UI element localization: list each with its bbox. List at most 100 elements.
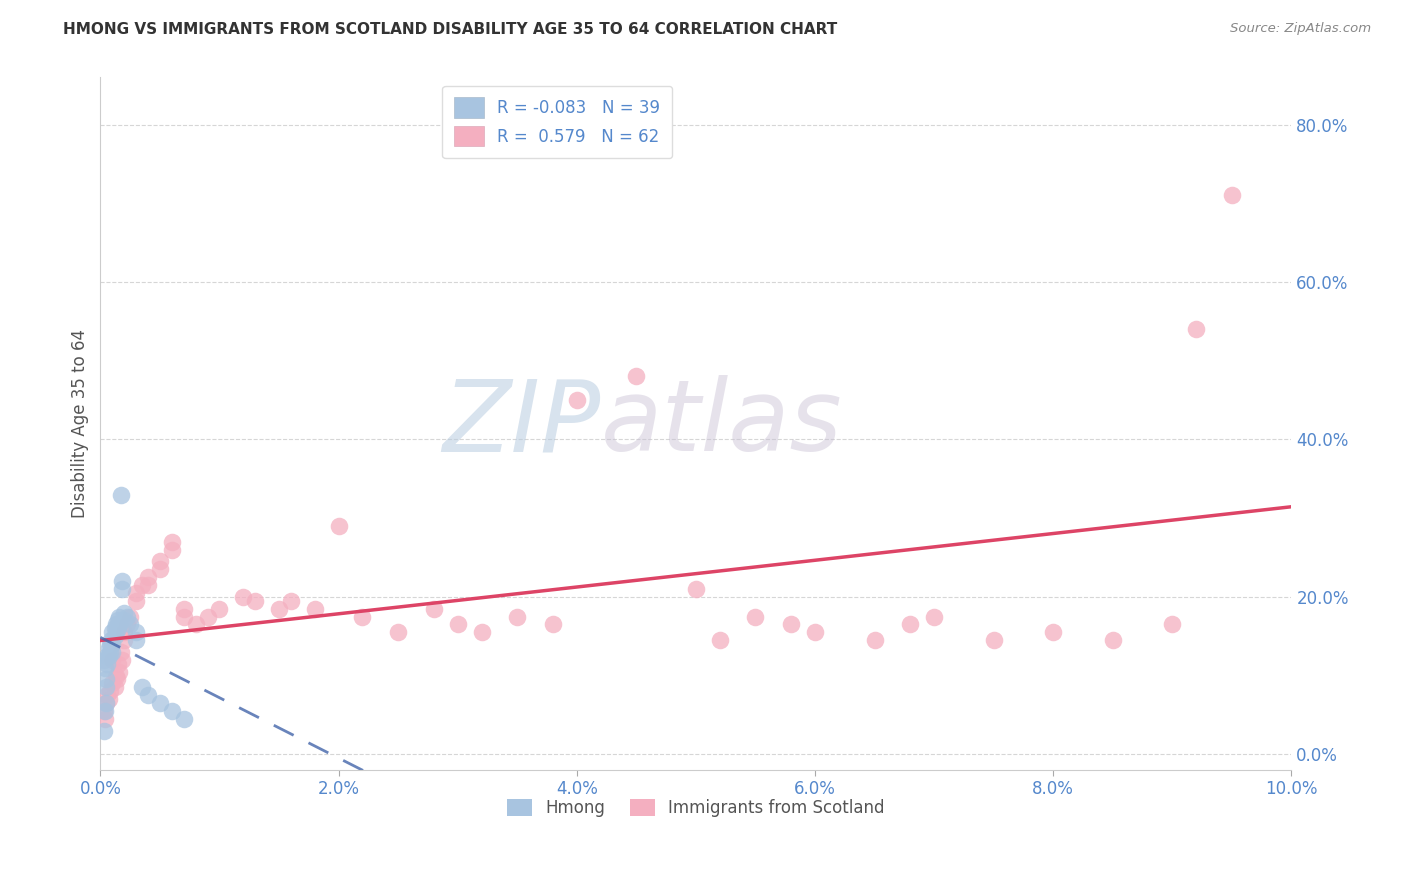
Point xyxy=(922,609,945,624)
Point xyxy=(173,712,195,726)
Point xyxy=(685,582,707,596)
Point xyxy=(110,645,132,659)
Point xyxy=(104,621,127,635)
Point xyxy=(96,688,118,702)
Point xyxy=(97,640,120,655)
Point xyxy=(1101,633,1123,648)
Point xyxy=(232,590,254,604)
Point xyxy=(565,393,588,408)
Point xyxy=(506,609,529,624)
Point xyxy=(328,519,350,533)
Point xyxy=(94,704,117,718)
Point xyxy=(160,704,183,718)
Point xyxy=(97,692,120,706)
Point xyxy=(104,681,127,695)
Point xyxy=(94,661,117,675)
Point xyxy=(96,681,118,695)
Point xyxy=(96,673,118,687)
Point xyxy=(447,617,470,632)
Point xyxy=(104,625,127,640)
Point xyxy=(387,625,409,640)
Point xyxy=(101,653,124,667)
Point xyxy=(112,614,135,628)
Point xyxy=(94,712,117,726)
Point xyxy=(112,606,135,620)
Point xyxy=(1185,322,1208,336)
Point xyxy=(112,633,135,648)
Point xyxy=(267,601,290,615)
Point xyxy=(107,657,129,671)
Point xyxy=(101,645,124,659)
Point xyxy=(184,617,207,632)
Point xyxy=(626,369,648,384)
Point xyxy=(107,621,129,635)
Point xyxy=(208,601,231,615)
Point xyxy=(744,609,766,624)
Point xyxy=(98,645,121,659)
Point xyxy=(804,625,827,640)
Point xyxy=(1042,625,1064,640)
Point xyxy=(149,696,172,710)
Point xyxy=(112,625,135,640)
Point xyxy=(780,617,803,632)
Point xyxy=(136,688,159,702)
Point xyxy=(108,665,131,679)
Point xyxy=(983,633,1005,648)
Y-axis label: Disability Age 35 to 64: Disability Age 35 to 64 xyxy=(72,329,89,518)
Point xyxy=(709,633,731,648)
Point xyxy=(352,609,374,624)
Point xyxy=(131,578,153,592)
Point xyxy=(125,594,148,608)
Point xyxy=(470,625,492,640)
Text: HMONG VS IMMIGRANTS FROM SCOTLAND DISABILITY AGE 35 TO 64 CORRELATION CHART: HMONG VS IMMIGRANTS FROM SCOTLAND DISABI… xyxy=(63,22,838,37)
Point xyxy=(149,554,172,568)
Point xyxy=(173,601,195,615)
Point xyxy=(93,653,115,667)
Point xyxy=(93,704,115,718)
Point xyxy=(115,609,138,624)
Point xyxy=(131,681,153,695)
Point xyxy=(1161,617,1184,632)
Point xyxy=(97,648,120,663)
Text: atlas: atlas xyxy=(600,376,842,472)
Point xyxy=(136,570,159,584)
Point xyxy=(280,594,302,608)
Point xyxy=(863,633,886,648)
Text: Source: ZipAtlas.com: Source: ZipAtlas.com xyxy=(1230,22,1371,36)
Point xyxy=(104,629,127,643)
Legend: Hmong, Immigrants from Scotland: Hmong, Immigrants from Scotland xyxy=(501,792,891,824)
Point xyxy=(101,637,124,651)
Point xyxy=(160,542,183,557)
Point xyxy=(125,633,148,648)
Point xyxy=(96,657,118,671)
Point xyxy=(100,633,122,648)
Point xyxy=(304,601,326,615)
Point xyxy=(98,684,121,698)
Point xyxy=(1220,188,1243,202)
Point xyxy=(125,586,148,600)
Point xyxy=(136,578,159,592)
Point xyxy=(898,617,921,632)
Point xyxy=(423,601,446,615)
Point xyxy=(120,617,142,632)
Point xyxy=(98,637,121,651)
Point xyxy=(101,625,124,640)
Point xyxy=(120,609,142,624)
Point xyxy=(541,617,564,632)
Point xyxy=(104,668,127,682)
Point xyxy=(107,614,129,628)
Point xyxy=(96,696,118,710)
Point xyxy=(173,609,195,624)
Point xyxy=(245,594,267,608)
Point xyxy=(197,609,219,624)
Point xyxy=(96,696,118,710)
Point xyxy=(96,648,118,663)
Point xyxy=(111,653,134,667)
Point xyxy=(115,617,138,632)
Point xyxy=(125,625,148,640)
Point xyxy=(149,562,172,576)
Point xyxy=(108,609,131,624)
Point xyxy=(111,582,134,596)
Point xyxy=(93,723,115,738)
Point xyxy=(104,617,127,632)
